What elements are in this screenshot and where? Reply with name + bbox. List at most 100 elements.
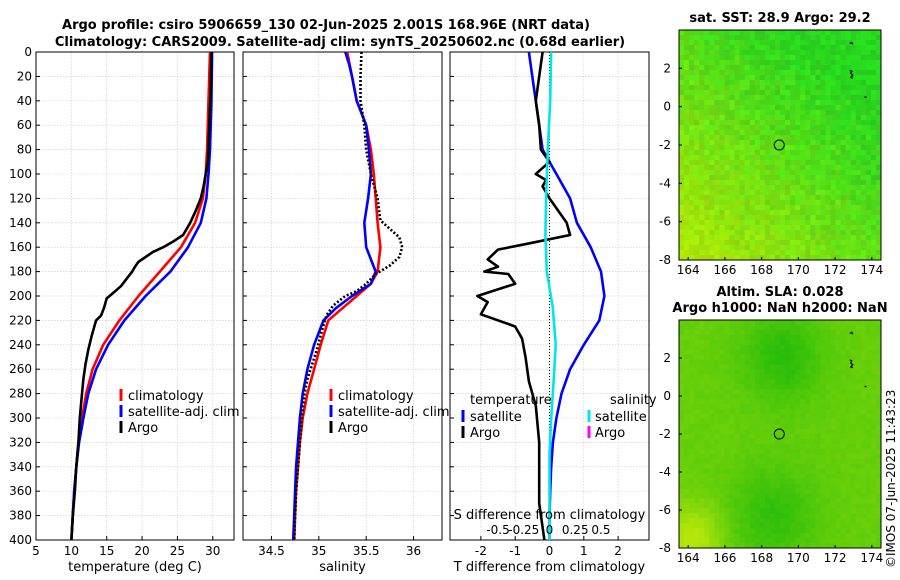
map-cell — [719, 364, 725, 370]
map-cell — [714, 165, 720, 171]
map-cell — [689, 75, 695, 81]
map-cell — [780, 205, 786, 211]
map-cell — [694, 364, 700, 370]
map-cell — [795, 478, 801, 484]
map-cell — [699, 379, 705, 385]
map-cell — [785, 80, 791, 86]
legend-label: climatology — [338, 389, 414, 404]
map-cell — [734, 200, 740, 206]
map-cell — [860, 349, 867, 356]
map-cell — [714, 419, 720, 425]
map-cell — [835, 453, 841, 460]
map-cell — [679, 394, 685, 400]
map-cell — [699, 389, 705, 395]
map-cell — [754, 140, 761, 146]
map-cell — [845, 205, 852, 211]
map-cell — [744, 210, 751, 216]
map-cell — [860, 359, 867, 366]
map-cell — [689, 339, 695, 346]
map-cell — [724, 40, 730, 46]
map-cell — [694, 419, 700, 425]
map-cell — [679, 35, 685, 41]
map-cell — [795, 170, 801, 176]
map-cell — [775, 379, 781, 385]
map-cell — [876, 255, 882, 261]
island-outline — [849, 69, 854, 79]
map-cell — [739, 255, 746, 261]
map-cell — [694, 439, 700, 445]
map-cell — [835, 205, 841, 211]
map-cell — [795, 45, 801, 51]
map-cell — [870, 255, 877, 261]
map-cell — [694, 110, 700, 116]
map-cell — [865, 339, 872, 346]
map-cell — [679, 463, 685, 470]
map-cell — [684, 473, 690, 480]
map-cell — [684, 95, 690, 101]
map-cell — [870, 374, 877, 380]
map-cell — [764, 135, 771, 141]
map-cell — [744, 458, 751, 465]
map-cell — [739, 130, 746, 136]
map-cell — [830, 359, 836, 366]
map-cell — [759, 180, 766, 186]
map-cell — [704, 473, 710, 480]
map-cell — [830, 439, 836, 445]
map-cell — [860, 503, 867, 509]
map-cell — [820, 329, 826, 336]
map-cell — [754, 468, 761, 475]
map-cell — [739, 339, 746, 346]
map-cell — [684, 70, 690, 76]
map-cell — [724, 344, 730, 351]
y-tick-label: 400 — [9, 533, 32, 547]
map-cell — [734, 190, 740, 196]
map-cell — [805, 140, 811, 146]
map-cell — [775, 493, 781, 499]
map-cell — [865, 344, 872, 351]
map-cell — [825, 409, 831, 415]
map-cell — [825, 429, 831, 435]
map-cell — [775, 190, 781, 196]
map-cell — [876, 424, 882, 430]
map-cell — [860, 125, 867, 131]
map-cell — [699, 190, 705, 196]
map-cell — [825, 250, 831, 256]
map-cell — [775, 419, 781, 425]
map-cell — [754, 180, 761, 186]
map-cell — [870, 443, 877, 450]
map-cell — [775, 65, 781, 71]
map-cell — [800, 65, 806, 71]
map-cell — [835, 140, 841, 146]
map-cell — [699, 150, 705, 156]
map-cell — [709, 175, 715, 181]
map-cell — [815, 245, 821, 251]
map-cell — [744, 140, 751, 146]
map-cell — [729, 354, 735, 361]
map-cell — [749, 483, 756, 489]
map-cell — [694, 230, 700, 236]
map-cell — [876, 135, 882, 141]
map-cell — [704, 538, 710, 544]
map-cell — [876, 325, 882, 331]
map-cell — [744, 443, 751, 450]
map-cell — [850, 424, 857, 430]
map-cell — [704, 45, 710, 51]
map-cell — [749, 30, 756, 36]
map-cell — [734, 135, 740, 141]
map-cell — [759, 424, 766, 430]
map-cell — [709, 344, 715, 351]
map-cell — [694, 65, 700, 71]
map-cell — [815, 359, 821, 366]
map-cell — [689, 105, 695, 111]
map-cell — [709, 349, 715, 356]
map-cell — [835, 45, 841, 51]
map-cell — [785, 225, 791, 231]
map-cell — [739, 35, 746, 41]
map-cell — [704, 448, 710, 455]
map-cell — [754, 70, 761, 76]
map-cell — [865, 424, 872, 430]
map-cell — [689, 334, 695, 341]
map-cell — [769, 55, 776, 61]
map-cell — [709, 498, 715, 504]
map-cell — [870, 439, 877, 445]
